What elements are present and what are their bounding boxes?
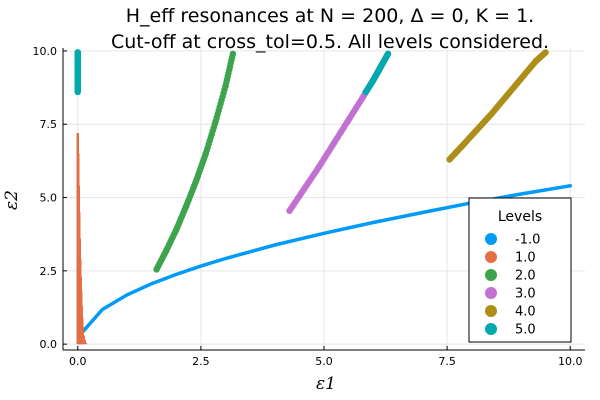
- y-tick-label: 7.5: [40, 118, 58, 131]
- series-2_0-point: [222, 82, 229, 90]
- series-2_0-point: [182, 203, 190, 210]
- series-3_0-point: [301, 185, 308, 192]
- series-5_0-point: [74, 88, 81, 96]
- legend-box: [468, 197, 572, 343]
- legend-marker: [485, 269, 497, 281]
- x-tick-label: 0.0: [69, 355, 87, 368]
- series-5_0-point: [74, 82, 81, 90]
- series-3_0-point: [315, 163, 323, 170]
- legend-label: -1.0: [515, 233, 540, 248]
- chart-title-line2: Cut-off at cross_tol=0.5. All levels con…: [111, 31, 549, 53]
- series-2_0-point: [173, 226, 180, 233]
- y-axis-label: ε2: [2, 190, 22, 210]
- legend-marker: [485, 233, 497, 245]
- series-5_0-point: [374, 68, 382, 75]
- legend-label: 3.0: [515, 287, 536, 302]
- series-2_0-point: [212, 118, 219, 125]
- x-tick-label: 5.0: [315, 355, 333, 368]
- series-5_0-point: [384, 50, 392, 58]
- x-tick-label: 2.5: [192, 355, 210, 368]
- legend-label: 1.0: [515, 251, 536, 266]
- series-2_0-point: [153, 266, 160, 273]
- series-4_0-point: [542, 49, 549, 56]
- series-4_0-point: [532, 57, 539, 65]
- legend-marker: [485, 305, 497, 317]
- y-tick-label: 2.5: [40, 265, 58, 278]
- y-tick-label: 10.0: [33, 45, 58, 58]
- series-2_0-point: [202, 150, 210, 157]
- series-4_0-point: [488, 110, 495, 118]
- legend-marker: [485, 323, 497, 335]
- series-4_0-point: [473, 126, 480, 134]
- series-5_0-point: [74, 53, 81, 60]
- series-4_0-point: [446, 156, 453, 163]
- legend-title: Levels: [498, 209, 542, 225]
- series-5_0-point: [74, 59, 81, 66]
- series-4_0-point: [503, 93, 510, 100]
- chart-title-line1: H_eff resonances at N = 200, Δ = 0, K = …: [126, 5, 534, 27]
- series-2_0-point: [192, 178, 200, 185]
- series-5_0-point: [74, 65, 81, 72]
- series-3_0-point: [330, 140, 338, 147]
- series-5_0-point: [74, 77, 81, 84]
- series-5_0-point: [370, 77, 377, 84]
- x-tick-label: 7.5: [438, 355, 456, 368]
- series-4_0-point: [458, 143, 466, 150]
- series-5_0-point: [74, 49, 81, 56]
- x-tick-label: 10.0: [558, 355, 583, 368]
- series-3_0-point: [345, 116, 352, 124]
- legend-marker: [485, 287, 497, 299]
- series-neg1_0-line: [80, 184, 572, 334]
- legend-label: 4.0: [515, 305, 536, 320]
- legend: Levels -1.0 1.0 2.0 3.0 4.0 5.0: [468, 197, 572, 343]
- series-5_0-point: [362, 88, 370, 96]
- y-tick-label: 5.0: [40, 192, 58, 205]
- legend-label: 5.0: [515, 323, 536, 338]
- x-axis-label: ε1: [316, 374, 336, 394]
- series-5_0-point: [379, 59, 387, 66]
- series-2_0-point: [163, 247, 170, 254]
- legend-marker: [485, 251, 497, 263]
- series-4_0-point: [517, 75, 525, 82]
- series-5_0-point: [74, 71, 81, 78]
- y-tick-label: 0.0: [40, 338, 58, 351]
- series-2_0-point: [229, 50, 237, 58]
- series-3_0-point: [286, 207, 293, 214]
- legend-label: 2.0: [515, 269, 536, 284]
